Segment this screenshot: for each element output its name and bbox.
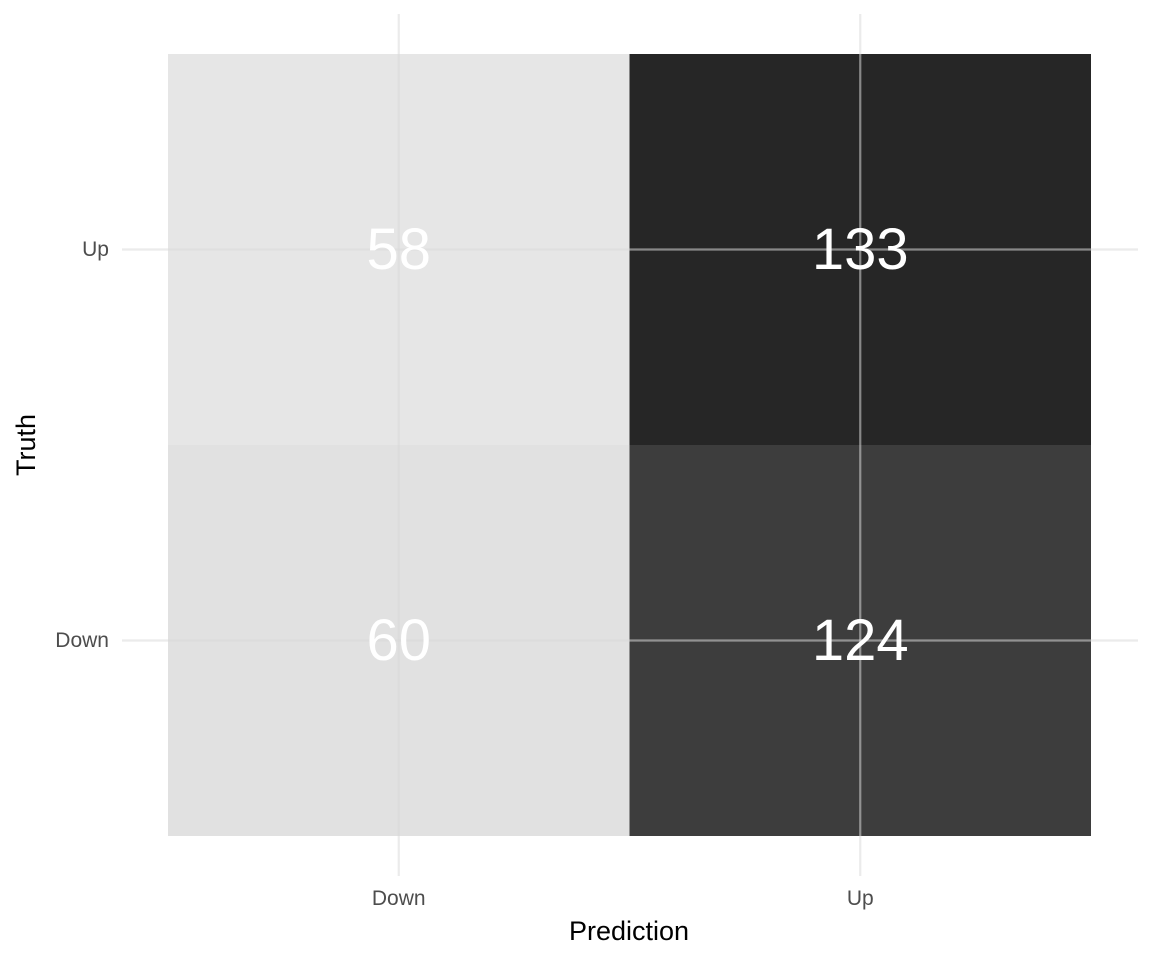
y-tick-label-down: Down [55,629,109,652]
x-axis-tick-labels: Down Up [372,887,874,910]
x-tick-label-up: Up [847,887,874,910]
y-axis-title: Truth [11,414,41,476]
grid-lines-overlay [168,54,1091,836]
y-axis-tick-labels: Down Up [55,238,109,652]
cell-value-labels: 58 133 60 124 [366,217,908,673]
x-tick-label-down: Down [372,887,426,910]
x-axis-title: Prediction [569,916,689,946]
cell-value-up-up: 133 [812,217,909,282]
y-tick-label-up: Up [82,238,109,261]
cell-value-up-down: 58 [366,217,431,282]
cell-value-down-down: 60 [366,608,431,673]
heatmap-cells [168,54,1091,836]
cell-value-down-up: 124 [812,608,909,673]
